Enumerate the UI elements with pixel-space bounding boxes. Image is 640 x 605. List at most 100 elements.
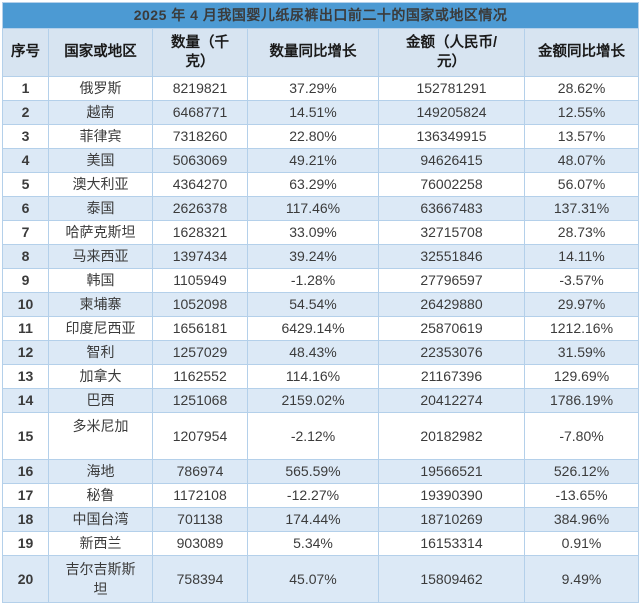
rank-cell: 6	[2, 196, 49, 221]
amount-yoy-cell: 9.49%	[523, 555, 640, 603]
country-cell: 越南	[48, 100, 153, 125]
quantity-yoy-cell: 565.59%	[247, 459, 379, 484]
country-cell: 菲律宾	[48, 124, 153, 149]
country-label: 智利	[86, 344, 115, 361]
amount-cell: 152781291	[378, 76, 525, 101]
country-cell: 秘鲁	[48, 483, 153, 508]
rank-cell: 7	[2, 220, 49, 245]
amount-yoy-cell: 31.59%	[523, 340, 640, 365]
table-row: 15 多米尼加 1207954 -2.12% 20182982 -7.80%	[2, 412, 640, 460]
country-cell: 巴西	[48, 388, 153, 413]
quantity-cell: 6468771	[152, 100, 248, 125]
amount-cell: 25870619	[378, 316, 525, 341]
amount-yoy-cell: -13.65%	[523, 483, 640, 508]
quantity-cell: 1052098	[152, 292, 248, 317]
amount-yoy-cell: 56.07%	[523, 172, 640, 197]
header-cell: 国家或地区	[48, 28, 153, 77]
quantity-yoy-cell: 22.80%	[247, 124, 379, 149]
quantity-cell: 1172108	[152, 483, 248, 508]
quantity-cell: 1105949	[152, 268, 248, 293]
country-cell: 智利	[48, 340, 153, 365]
quantity-yoy-cell: 37.29%	[247, 76, 379, 101]
amount-yoy-cell: -3.57%	[523, 268, 640, 293]
quantity-yoy-cell: 39.24%	[247, 244, 379, 269]
amount-yoy-cell: 526.12%	[523, 459, 640, 484]
country-label: 越南	[86, 104, 115, 121]
country-cell: 海地	[48, 459, 153, 484]
header-cell-label: 序号	[11, 43, 40, 60]
header-cell-label: 国家或地区	[64, 43, 137, 60]
rank-cell: 5	[2, 172, 49, 197]
amount-cell: 32551846	[378, 244, 525, 269]
country-label: 柬埔寨	[79, 296, 122, 313]
header-cell: 序号	[2, 28, 49, 77]
table-row: 11 印度尼西亚 1656181 6429.14% 25870619 1212.16%	[2, 316, 640, 341]
quantity-cell: 8219821	[152, 76, 248, 101]
country-cell: 柬埔寨	[48, 292, 153, 317]
quantity-yoy-cell: 114.16%	[247, 364, 379, 389]
table-row: 13 加拿大 1162552 114.16% 21167396 129.69%	[2, 364, 640, 389]
amount-yoy-cell: 28.73%	[523, 220, 640, 245]
rank-cell: 14	[2, 388, 49, 413]
country-label: 美国	[86, 152, 115, 169]
quantity-cell: 1628321	[152, 220, 248, 245]
quantity-cell: 903089	[152, 531, 248, 556]
quantity-yoy-cell: 174.44%	[247, 507, 379, 532]
title-row: 2025 年 4 月我国婴儿纸尿裤出口前二十的国家或地区情况	[1, 2, 640, 29]
header-cell-label: 数量（千克）	[171, 34, 229, 70]
header-cell-label: 金额（人民币/元）	[405, 34, 498, 70]
table-row: 20 吉尔吉斯斯坦 758394 45.07% 15809462 9.49%	[2, 555, 640, 603]
amount-yoy-cell: 28.62%	[523, 76, 640, 101]
amount-cell: 63667483	[378, 196, 525, 221]
table-row: 14 巴西 1251068 2159.02% 20412274 1786.19%	[2, 388, 640, 413]
header-cell-label: 数量同比增长	[269, 43, 357, 60]
quantity-yoy-cell: 6429.14%	[247, 316, 379, 341]
table-row: 4 美国 5063069 49.21% 94626415 48.07%	[2, 148, 640, 173]
rank-cell: 18	[2, 507, 49, 532]
table-row: 19 新西兰 903089 5.34% 16153314 0.91%	[2, 531, 640, 556]
header-cell: 金额同比增长	[523, 28, 640, 77]
country-label: 哈萨克斯坦	[65, 224, 136, 241]
country-cell: 泰国	[48, 196, 153, 221]
amount-cell: 27796597	[378, 268, 525, 293]
rank-cell: 8	[2, 244, 49, 269]
rank-cell: 4	[2, 148, 49, 173]
amount-yoy-cell: 48.07%	[523, 148, 640, 173]
quantity-yoy-cell: 33.09%	[247, 220, 379, 245]
quantity-cell: 7318260	[152, 124, 248, 149]
amount-cell: 20412274	[378, 388, 525, 413]
table-row: 3 菲律宾 7318260 22.80% 136349915 13.57%	[2, 124, 640, 149]
rank-cell: 3	[2, 124, 49, 149]
rank-cell: 19	[2, 531, 49, 556]
quantity-cell: 1207954	[152, 412, 248, 460]
amount-cell: 15809462	[378, 555, 525, 603]
country-label: 海地	[86, 463, 115, 480]
quantity-yoy-cell: -1.28%	[247, 268, 379, 293]
quantity-cell: 1257029	[152, 340, 248, 365]
rank-cell: 11	[2, 316, 49, 341]
quantity-yoy-cell: 45.07%	[247, 555, 379, 603]
quantity-yoy-cell: 54.54%	[247, 292, 379, 317]
country-cell: 加拿大	[48, 364, 153, 389]
table-row: 8 马来西亚 1397434 39.24% 32551846 14.11%	[2, 244, 640, 269]
rank-cell: 13	[2, 364, 49, 389]
country-label: 多米尼加	[72, 418, 129, 434]
country-label: 澳大利亚	[72, 176, 129, 193]
amount-cell: 16153314	[378, 531, 525, 556]
amount-cell: 22353076	[378, 340, 525, 365]
country-label: 泰国	[86, 200, 115, 217]
country-cell: 美国	[48, 148, 153, 173]
amount-yoy-cell: 384.96%	[523, 507, 640, 532]
country-cell: 哈萨克斯坦	[48, 220, 153, 245]
quantity-cell: 1251068	[152, 388, 248, 413]
amount-cell: 32715708	[378, 220, 525, 245]
rank-cell: 1	[2, 76, 49, 101]
quantity-yoy-cell: 63.29%	[247, 172, 379, 197]
table-row: 9 韩国 1105949 -1.28% 27796597 -3.57%	[2, 268, 640, 293]
table-body: 1 俄罗斯 8219821 37.29% 152781291 28.62% 2 越南 64687…	[2, 76, 640, 603]
amount-yoy-cell: -7.80%	[523, 412, 640, 460]
country-label: 中国台湾	[72, 511, 129, 528]
rank-cell: 9	[2, 268, 49, 293]
quantity-yoy-cell: 2159.02%	[247, 388, 379, 413]
